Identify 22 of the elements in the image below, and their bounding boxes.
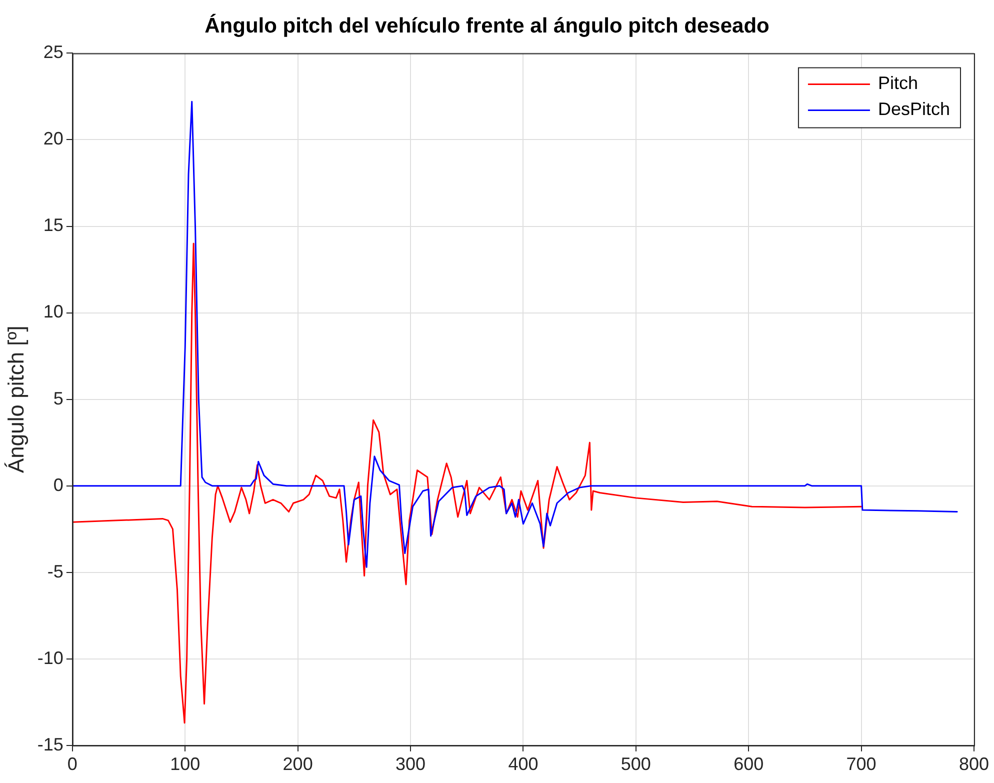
y-tick-label: 0 — [53, 474, 64, 495]
legend-label: Pitch — [878, 73, 918, 94]
y-tick-label: 20 — [43, 128, 64, 149]
x-tick-label: 100 — [170, 754, 200, 774]
legend-label: DesPitch — [878, 99, 950, 120]
x-tick-label: 400 — [508, 754, 538, 774]
y-tick-label: -15 — [37, 734, 64, 754]
y-tick-label: -5 — [47, 561, 64, 582]
x-tick-label: 300 — [395, 754, 426, 774]
x-tick-label: 0 — [67, 754, 78, 774]
y-tick-label: 15 — [43, 215, 64, 236]
x-tick-label: 700 — [846, 754, 876, 774]
x-tick-label: 800 — [958, 754, 990, 774]
y-tick-label: -10 — [37, 648, 64, 668]
y-tick-label: 25 — [43, 42, 64, 62]
chart-title: Ángulo pitch del vehículo frente al ángulo pitch deseado — [204, 13, 770, 38]
y-axis-title: Ángulo pitch [º] — [3, 326, 28, 474]
x-tick-label: 500 — [620, 754, 651, 774]
y-tick-label: 5 — [53, 388, 64, 408]
x-tick-label: 200 — [282, 754, 313, 774]
x-tick-label: 600 — [734, 754, 764, 774]
y-tick-label: 10 — [43, 302, 64, 322]
